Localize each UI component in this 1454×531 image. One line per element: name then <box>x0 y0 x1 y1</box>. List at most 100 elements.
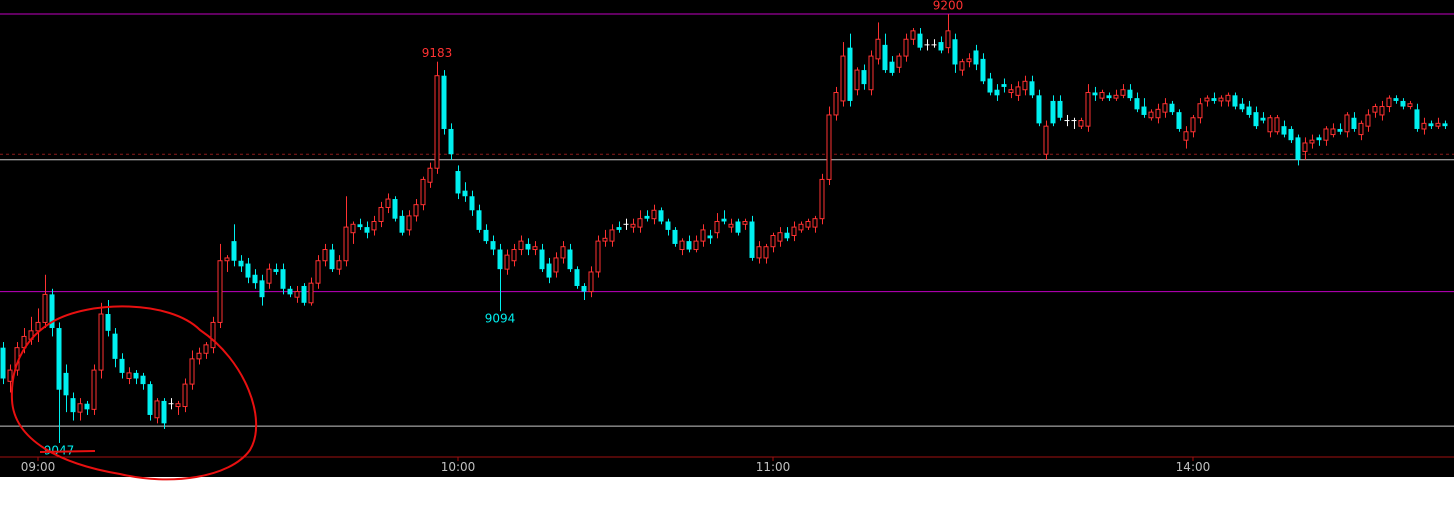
candle-body <box>966 58 972 63</box>
candle-body <box>1106 95 1112 99</box>
candle-body <box>217 260 223 323</box>
candle-body <box>259 280 265 298</box>
candle-body <box>133 372 139 379</box>
candle-body <box>336 260 342 270</box>
candle-body <box>210 321 216 349</box>
candle-body <box>399 215 405 233</box>
candle-body <box>868 55 874 91</box>
candle-body <box>1078 120 1084 127</box>
candle-body <box>1274 117 1280 133</box>
candle-body <box>749 221 755 258</box>
candle-body <box>49 294 55 329</box>
candle-body <box>1435 122 1441 127</box>
candle-body <box>196 352 202 360</box>
candle-body <box>483 229 489 242</box>
candle-body <box>1113 94 1119 99</box>
candle-body <box>728 223 734 228</box>
candle-body <box>469 196 475 211</box>
candle-body <box>840 55 846 102</box>
candle-body <box>1183 131 1189 141</box>
candle-body <box>1197 103 1203 119</box>
candle-body <box>378 206 384 222</box>
candle-body <box>511 249 517 262</box>
candle-body <box>1008 89 1014 94</box>
candle-body <box>1253 112 1259 127</box>
candle-body <box>1281 126 1287 135</box>
candle-body <box>392 199 398 219</box>
candle-body <box>189 358 195 385</box>
hand-drawn-circle <box>10 305 258 481</box>
candle-body <box>882 44 888 71</box>
candle-body <box>147 384 153 415</box>
candle-body <box>1099 92 1105 99</box>
candle-body <box>1232 95 1238 107</box>
candle-body <box>679 240 685 251</box>
candle-body <box>777 232 783 242</box>
candle-body <box>1316 137 1322 141</box>
candle-body <box>504 254 510 270</box>
candle-body <box>1414 109 1420 129</box>
candle-body <box>294 291 300 298</box>
candle-body <box>315 260 321 284</box>
candle-body <box>280 269 286 289</box>
candle-body <box>238 260 244 267</box>
candle-body <box>126 372 132 379</box>
candle-body <box>1260 117 1266 121</box>
candle-body <box>231 241 237 261</box>
candle-body <box>791 226 797 237</box>
candle-body <box>1337 128 1343 132</box>
candle-body <box>252 274 258 284</box>
candle-body <box>1120 89 1126 96</box>
candle-body <box>154 400 160 419</box>
candle-body <box>525 243 531 250</box>
x-tick-label: 14:00 <box>1176 460 1211 474</box>
candle-body <box>490 241 496 250</box>
candle-body <box>1036 95 1042 124</box>
candle-body <box>1176 112 1182 129</box>
candle-body <box>1302 142 1308 152</box>
candle-body <box>721 218 727 222</box>
candle-body <box>763 246 769 259</box>
candle-body <box>1001 84 1007 87</box>
candle-body <box>350 223 356 234</box>
candle-body <box>945 30 951 49</box>
candle-body <box>637 218 643 228</box>
candle-body <box>448 128 454 155</box>
candle-body <box>441 75 447 129</box>
candle-body <box>322 249 328 262</box>
candle-body <box>1085 92 1091 127</box>
candle-body <box>952 39 958 65</box>
candle-body <box>245 263 251 278</box>
candle-body <box>959 61 965 71</box>
plot: 09:00 10:00 11:00 14:00 9183 9200 9094 9047 <box>0 0 1454 474</box>
candle-body <box>1351 117 1357 129</box>
candle-body <box>182 383 188 408</box>
candle-body <box>1379 106 1385 116</box>
candle-body <box>756 246 762 259</box>
candle-body <box>714 220 720 234</box>
candle-body <box>546 263 552 278</box>
candle-body <box>1225 94 1231 102</box>
candle-body <box>105 314 111 331</box>
candle-body <box>973 50 979 65</box>
candle-body <box>1043 125 1049 155</box>
candle-body <box>77 403 83 413</box>
candle-body <box>938 42 944 51</box>
candle-body <box>588 271 594 293</box>
candle-body <box>735 221 741 233</box>
candle-body <box>56 328 62 390</box>
candle-body <box>889 61 895 73</box>
candle-body <box>987 78 993 93</box>
candle-body <box>581 285 587 292</box>
candle-body <box>98 313 104 371</box>
candle-body <box>700 229 706 242</box>
candle-body <box>1421 122 1427 130</box>
candle-body <box>1393 98 1399 101</box>
candle-body <box>420 178 426 206</box>
candle-body <box>357 224 363 228</box>
candle-body <box>1029 81 1035 96</box>
candle-body <box>413 204 419 217</box>
candle-body <box>84 403 90 410</box>
candle-body <box>875 38 881 60</box>
candle-body <box>1442 123 1448 127</box>
